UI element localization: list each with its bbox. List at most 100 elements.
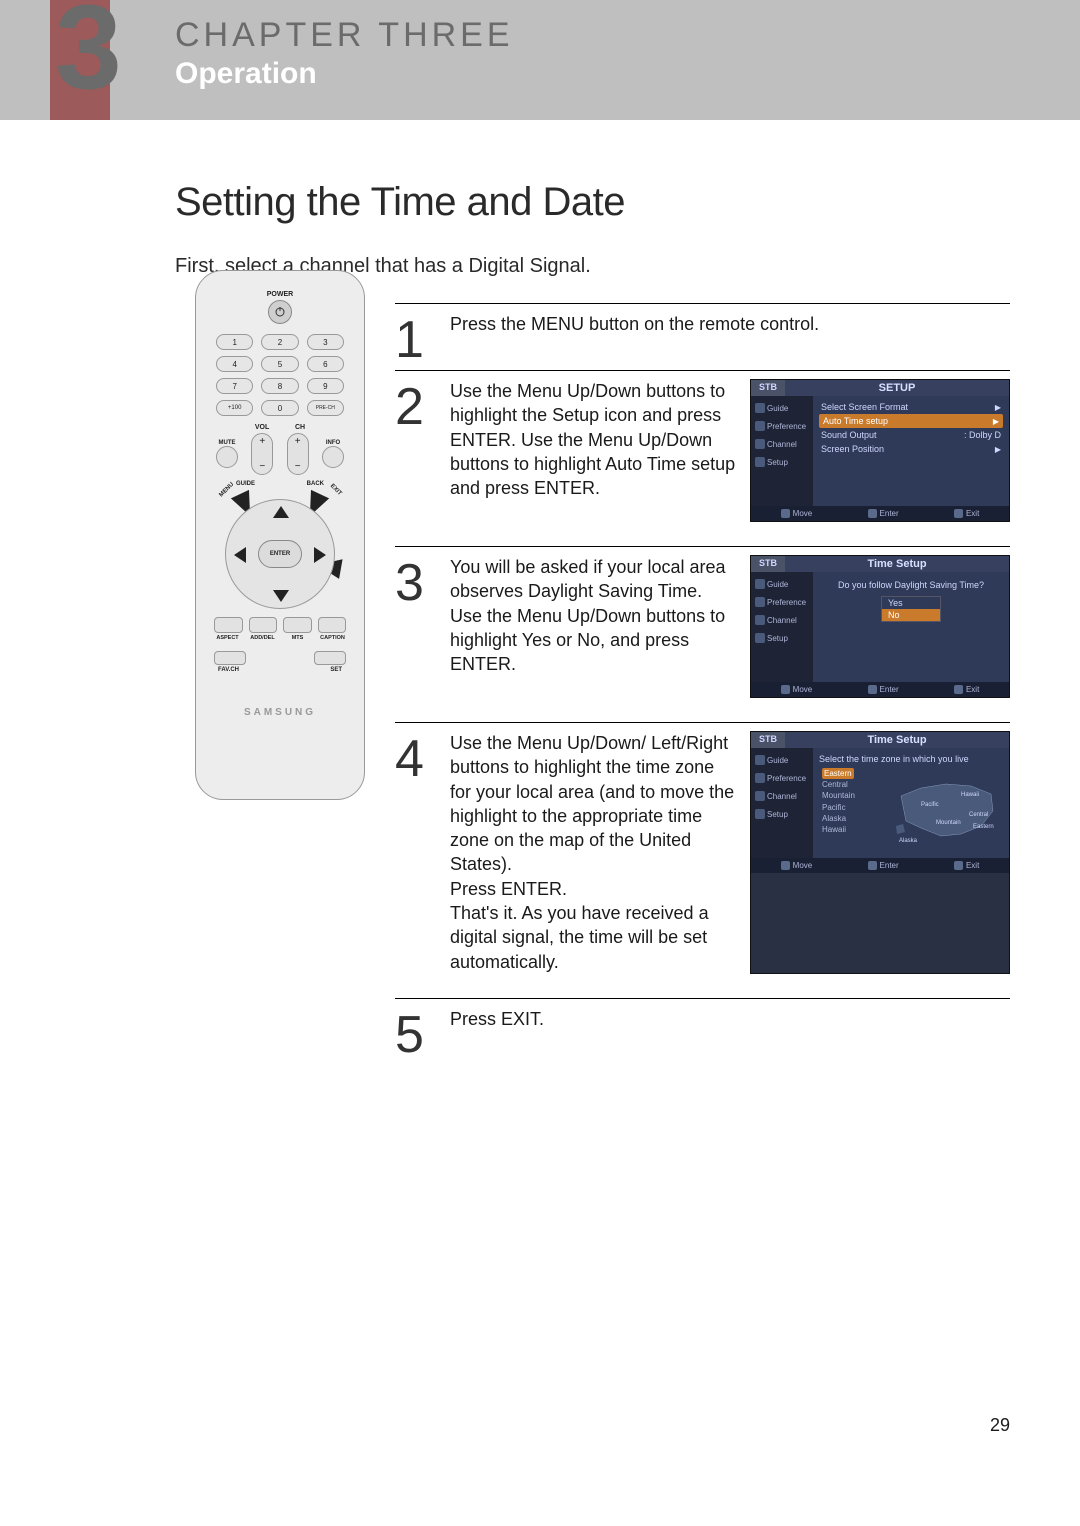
move-icon: [781, 861, 790, 870]
dst-prompt: Do you follow Daylight Saving Time?: [819, 576, 1003, 594]
dpad-ring-icon: ENTER: [225, 499, 335, 609]
num-1: 1: [216, 334, 253, 350]
down-arrow-icon: [273, 590, 289, 602]
pref-icon: [755, 597, 765, 607]
arrow-icon: [993, 416, 999, 426]
num-6: 6: [307, 356, 344, 372]
adddel-button-icon: [249, 617, 278, 633]
num-5: 5: [261, 356, 298, 372]
step-2: 2 Use the Menu Up/Down buttons to highli…: [395, 370, 1010, 542]
enter-button: ENTER: [258, 540, 302, 568]
stb-label: STB: [751, 556, 785, 572]
header-text: CHAPTER THREE Operation: [175, 16, 514, 91]
caption-button-icon: [318, 617, 347, 633]
svg-text:Mountain: Mountain: [936, 820, 961, 826]
screen-title: SETUP: [785, 380, 1009, 396]
step-text: You will be asked if your local area obs…: [450, 555, 738, 698]
usa-map-icon: Hawaii Pacific Central Mountain Eastern …: [891, 776, 1001, 846]
screen-footer: Move Enter Exit: [751, 858, 1009, 873]
svg-text:Hawaii: Hawaii: [961, 792, 979, 798]
mute-label: MUTE: [216, 440, 238, 446]
screen-main: Select the time zone in which you live E…: [813, 748, 1009, 858]
move-icon: [781, 685, 790, 694]
pref-icon: [755, 421, 765, 431]
step-3: 3 You will be asked if your local area o…: [395, 546, 1010, 718]
guide-icon: [755, 579, 765, 589]
move-icon: [781, 509, 790, 518]
step-number: 5: [395, 1007, 450, 1061]
back-label: BACK: [307, 481, 324, 487]
guide-icon: [755, 755, 765, 765]
vol-label: VOL: [255, 424, 269, 431]
screen-main: Select Screen Format Auto Time setup Sou…: [813, 396, 1009, 506]
dpad: ENTER: [225, 499, 335, 609]
chapter-header: 3 CHAPTER THREE Operation: [0, 0, 1080, 120]
favch-button-icon: [214, 651, 246, 665]
caption-label: CAPTION: [315, 635, 350, 641]
pref-icon: [755, 773, 765, 783]
screen-title: Time Setup: [785, 556, 1009, 572]
guide-label: GUIDE: [236, 481, 255, 487]
ch-label: CH: [295, 424, 305, 431]
stb-label: STB: [751, 732, 785, 748]
num-8: 8: [261, 378, 298, 394]
svg-text:Central: Central: [969, 812, 988, 818]
brand-label: SAMSUNG: [210, 707, 350, 718]
section-label: Operation: [175, 57, 514, 91]
favch-label: FAV.CH: [218, 667, 239, 673]
vol-rocker-icon: [251, 433, 273, 475]
left-arrow-icon: [234, 547, 246, 563]
num-4: 4: [216, 356, 253, 372]
step-number: 2: [395, 379, 450, 542]
screen-footer: Move Enter Exit: [751, 682, 1009, 697]
option-yes: Yes: [882, 597, 940, 609]
mute-button-icon: [216, 446, 238, 468]
screen-time-setup-zone: STB Time Setup Guide Preference Channel …: [750, 731, 1010, 974]
remote-illustration: POWER 1 2 3 4 5 6 7 8 9 +100 0 PRE-CH VO…: [195, 270, 365, 800]
ch-rocker-icon: [287, 433, 309, 475]
set-button-icon: [314, 651, 346, 665]
step-text: Press the MENU button on the remote cont…: [450, 312, 1010, 346]
aspect-label: ASPECT: [210, 635, 245, 641]
tz-prompt: Select the time zone in which you live: [819, 752, 1003, 766]
num-7: 7: [216, 378, 253, 394]
num-plus100: +100: [216, 400, 253, 416]
step-number: 4: [395, 731, 450, 994]
arrow-icon: [995, 444, 1001, 454]
screen-setup: STB SETUP Guide Preference Channel Setup…: [750, 379, 1010, 522]
chapter-label: CHAPTER THREE: [175, 16, 514, 55]
mts-label: MTS: [280, 635, 315, 641]
setup-icon: [755, 809, 765, 819]
power-label: POWER: [210, 291, 350, 298]
power-button-icon: [268, 300, 292, 324]
step-5: 5 Press EXIT.: [395, 998, 1010, 1061]
enter-icon: [868, 685, 877, 694]
right-arrow-icon: [314, 547, 326, 563]
info-button-icon: [322, 446, 344, 468]
num-9: 9: [307, 378, 344, 394]
page-number: 29: [990, 1415, 1010, 1436]
mts-button-icon: [283, 617, 312, 633]
screen-footer: Move Enter Exit: [751, 506, 1009, 521]
screen-time-setup-dst: STB Time Setup Guide Preference Channel …: [750, 555, 1010, 698]
channel-icon: [755, 615, 765, 625]
svg-text:Eastern: Eastern: [973, 824, 994, 830]
up-arrow-icon: [273, 506, 289, 518]
step-text: Press EXIT.: [450, 1007, 1010, 1041]
screen-title: Time Setup: [785, 732, 1009, 748]
page-title: Setting the Time and Date: [175, 180, 1010, 225]
number-pad: 1 2 3 4 5 6 7 8 9 +100 0 PRE-CH: [210, 334, 350, 416]
step-number: 1: [395, 312, 450, 366]
stb-label: STB: [751, 380, 785, 396]
info-label: INFO: [322, 440, 344, 446]
exit-icon: [954, 861, 963, 870]
num-prech: PRE-CH: [307, 400, 344, 416]
svg-text:Pacific: Pacific: [921, 802, 939, 808]
step-4: 4 Use the Menu Up/Down/ Left/Right butto…: [395, 722, 1010, 994]
guide-icon: [755, 403, 765, 413]
option-no: No: [882, 609, 940, 621]
chapter-number: 3: [55, 0, 116, 116]
screen-main: Do you follow Daylight Saving Time? Yes …: [813, 572, 1009, 682]
option-box: Yes No: [881, 596, 941, 622]
set-label: SET: [330, 667, 342, 673]
